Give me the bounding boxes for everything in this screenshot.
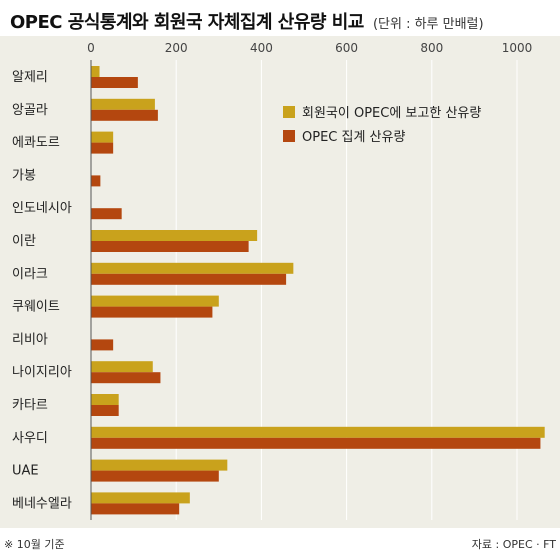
chart-title: OPEC 공식통계와 회원국 자체집계 산유량 비교	[10, 12, 364, 33]
bar-opec	[91, 372, 161, 384]
source-note: 자료 : OPEC · FT	[471, 538, 556, 551]
bar-opec	[91, 306, 213, 318]
bar-reported	[91, 426, 545, 438]
x-tick-label: 200	[165, 41, 188, 55]
category-label: 리비아	[12, 332, 48, 347]
category-label: UAE	[12, 464, 39, 479]
category-label: 에콰도르	[12, 136, 60, 151]
bar-reported	[91, 295, 219, 307]
bar-opec	[91, 175, 101, 187]
bar-reported	[91, 131, 114, 143]
bar-opec	[91, 208, 122, 220]
category-label: 카타르	[12, 398, 48, 413]
legend-label: OPEC 집계 산유량	[302, 130, 405, 145]
x-tick-label: 600	[335, 41, 358, 55]
title-row: OPEC 공식통계와 회원국 자체집계 산유량 비교 (단위 : 하루 만배럴)	[10, 8, 555, 34]
bar-reported	[91, 361, 153, 373]
bar-opec	[91, 109, 158, 121]
category-label: 알제리	[12, 70, 48, 85]
bar-chart: 0 200 400 600 800 1000 알제리앙골라에콰도르가봉인도네시아이란이라크쿠…	[12, 41, 545, 520]
bar-reported	[91, 66, 100, 77]
x-tick-label: 1000	[502, 41, 533, 55]
bar-opec	[91, 142, 114, 154]
category-label: 나이지리아	[12, 365, 72, 380]
legend-swatch	[283, 130, 295, 142]
bar-reported	[91, 459, 228, 471]
category-label: 사우디	[12, 431, 48, 446]
category-label: 베네수엘라	[12, 496, 72, 511]
legend-swatch	[283, 106, 295, 118]
x-tick-label: 400	[250, 41, 273, 55]
x-tick-label: 0	[87, 41, 95, 55]
category-label: 가봉	[12, 168, 36, 183]
legend-label: 회원국이 OPEC에 보고한 산유량	[302, 106, 481, 121]
bar-opec	[91, 273, 287, 285]
bar-reported	[91, 98, 155, 110]
bar-opec	[91, 339, 114, 351]
category-label: 앙골라	[12, 103, 48, 118]
bar-opec	[91, 470, 219, 482]
bar-reported	[91, 492, 190, 504]
category-label: 쿠웨이트	[12, 300, 60, 315]
bar-reported	[91, 262, 294, 274]
category-label: 이라크	[12, 267, 48, 282]
bar-opec	[91, 77, 138, 88]
bar-opec	[91, 405, 119, 416]
category-label: 이란	[12, 234, 36, 249]
bar-opec	[91, 503, 180, 515]
bar-reported	[91, 230, 258, 241]
bar-opec	[91, 241, 249, 252]
chart-subtitle: (단위 : 하루 만배럴)	[372, 17, 484, 32]
footnote: ※ 10월 기준	[4, 538, 65, 551]
bar-reported	[91, 394, 119, 405]
x-tick-label: 800	[420, 41, 443, 55]
bar-opec	[91, 437, 541, 449]
category-label: 인도네시아	[12, 201, 72, 216]
